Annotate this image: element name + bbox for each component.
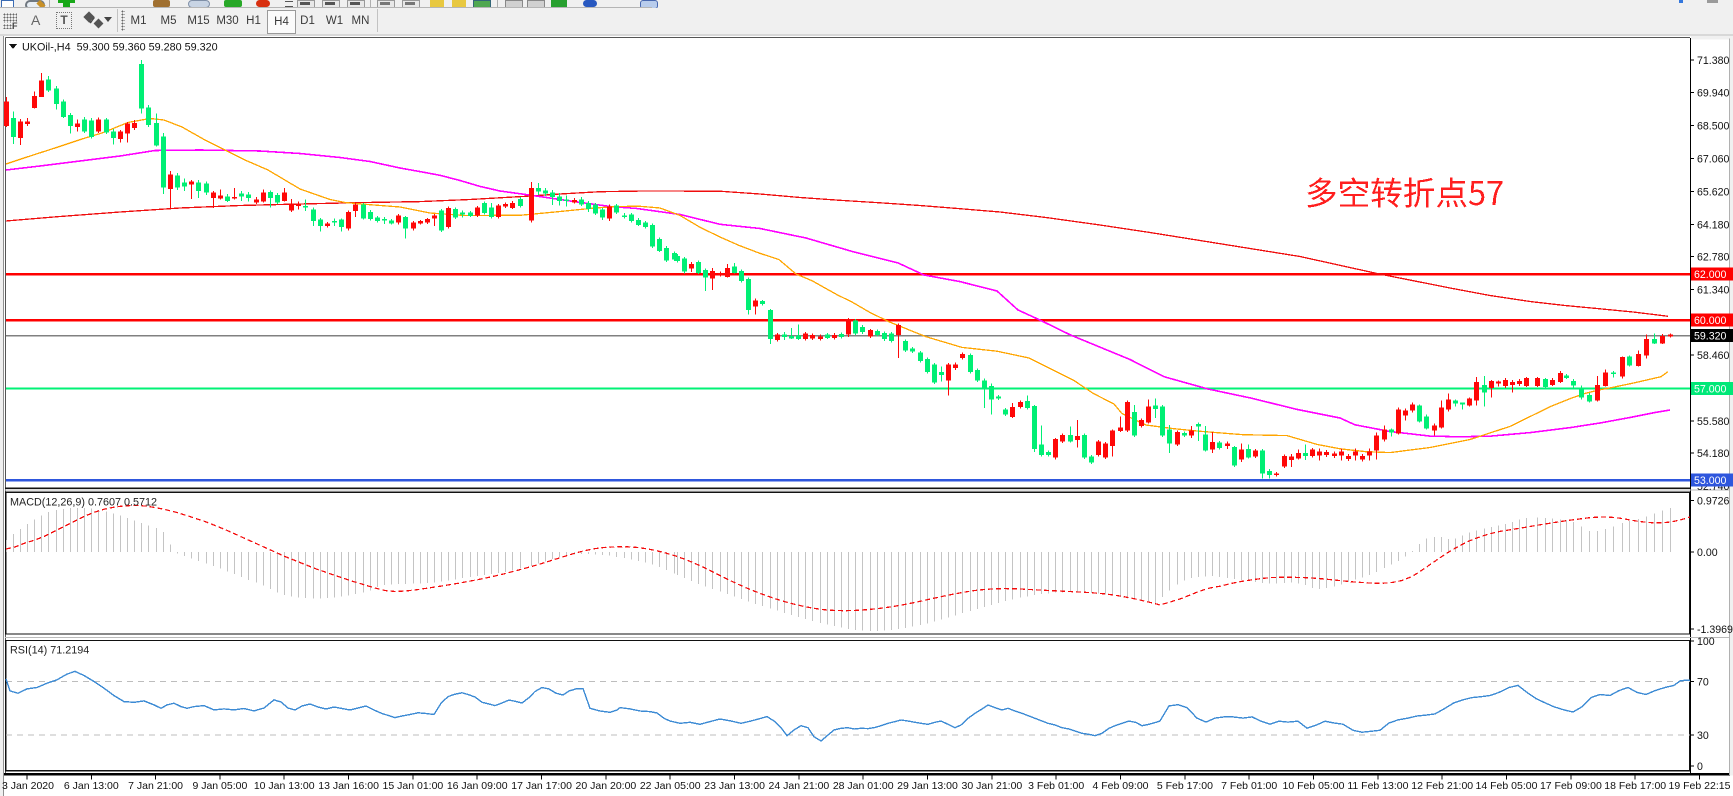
svg-text:54.180: 54.180 <box>1697 448 1730 460</box>
svg-text:61.340: 61.340 <box>1697 284 1730 296</box>
svg-text:19 Feb 22:15: 19 Feb 22:15 <box>1669 780 1731 792</box>
svg-text:10 Feb 05:00: 10 Feb 05:00 <box>1283 780 1345 792</box>
svg-text:30 Jan 21:00: 30 Jan 21:00 <box>962 780 1023 792</box>
svg-text:62.000: 62.000 <box>1694 269 1727 281</box>
svg-text:70: 70 <box>1697 676 1709 688</box>
svg-text:12 Feb 21:00: 12 Feb 21:00 <box>1411 780 1473 792</box>
svg-text:24 Jan 21:00: 24 Jan 21:00 <box>769 780 830 792</box>
svg-text:69.940: 69.940 <box>1697 88 1730 100</box>
svg-text:64.180: 64.180 <box>1697 219 1730 231</box>
svg-text:59.320: 59.320 <box>1694 331 1727 343</box>
svg-text:18 Feb 17:00: 18 Feb 17:00 <box>1604 780 1666 792</box>
svg-text:55.580: 55.580 <box>1697 416 1730 428</box>
svg-text:65.620: 65.620 <box>1697 187 1730 199</box>
svg-text:RSI(14) 71.2194: RSI(14) 71.2194 <box>10 645 89 657</box>
svg-text:53.000: 53.000 <box>1694 475 1727 487</box>
svg-text:0: 0 <box>1697 761 1703 773</box>
svg-text:3 Feb 01:00: 3 Feb 01:00 <box>1028 780 1084 792</box>
svg-text:28 Jan 01:00: 28 Jan 01:00 <box>833 780 894 792</box>
svg-text:22 Jan 05:00: 22 Jan 05:00 <box>640 780 701 792</box>
svg-text:4 Feb 09:00: 4 Feb 09:00 <box>1092 780 1148 792</box>
svg-text:6 Jan 13:00: 6 Jan 13:00 <box>64 780 119 792</box>
svg-text:29 Jan 13:00: 29 Jan 13:00 <box>897 780 958 792</box>
svg-text:58.460: 58.460 <box>1697 350 1730 362</box>
svg-text:60.000: 60.000 <box>1694 315 1727 327</box>
svg-text:30: 30 <box>1697 730 1709 742</box>
svg-text:MACD(12,26,9) 0.7607 0.5712: MACD(12,26,9) 0.7607 0.5712 <box>10 497 157 509</box>
svg-text:10 Jan 13:00: 10 Jan 13:00 <box>254 780 315 792</box>
svg-text:7 Feb 01:00: 7 Feb 01:00 <box>1221 780 1277 792</box>
svg-text:14 Feb 05:00: 14 Feb 05:00 <box>1476 780 1538 792</box>
svg-text:5 Feb 17:00: 5 Feb 17:00 <box>1157 780 1213 792</box>
svg-text:9 Jan 05:00: 9 Jan 05:00 <box>192 780 247 792</box>
svg-text:62.780: 62.780 <box>1697 251 1730 263</box>
svg-text:0.9726: 0.9726 <box>1697 496 1730 508</box>
svg-text:11 Feb 13:00: 11 Feb 13:00 <box>1347 780 1408 792</box>
svg-text:16 Jan 09:00: 16 Jan 09:00 <box>447 780 508 792</box>
svg-text:68.500: 68.500 <box>1697 121 1730 133</box>
svg-text:15 Jan 01:00: 15 Jan 01:00 <box>383 780 444 792</box>
svg-text:71.380: 71.380 <box>1697 55 1730 67</box>
svg-text:UKOil-,H4 59.300 59.360 59.28: UKOil-,H4 59.300 59.360 59.280 59.320 <box>22 41 218 53</box>
svg-text:7 Jan 21:00: 7 Jan 21:00 <box>128 780 183 792</box>
svg-text:20 Jan 20:00: 20 Jan 20:00 <box>576 780 637 792</box>
svg-text:17 Feb 09:00: 17 Feb 09:00 <box>1540 780 1602 792</box>
svg-text:17 Jan 17:00: 17 Jan 17:00 <box>511 780 572 792</box>
svg-text:67.060: 67.060 <box>1697 154 1730 166</box>
svg-text:23 Jan 13:00: 23 Jan 13:00 <box>704 780 765 792</box>
svg-text:57.000: 57.000 <box>1694 384 1727 396</box>
svg-text:3 Jan 2020: 3 Jan 2020 <box>2 780 54 792</box>
svg-text:0.00: 0.00 <box>1697 547 1718 559</box>
svg-text:13 Jan 16:00: 13 Jan 16:00 <box>318 780 379 792</box>
svg-text:100: 100 <box>1697 636 1715 648</box>
svg-text:-1.3969: -1.3969 <box>1697 624 1733 636</box>
